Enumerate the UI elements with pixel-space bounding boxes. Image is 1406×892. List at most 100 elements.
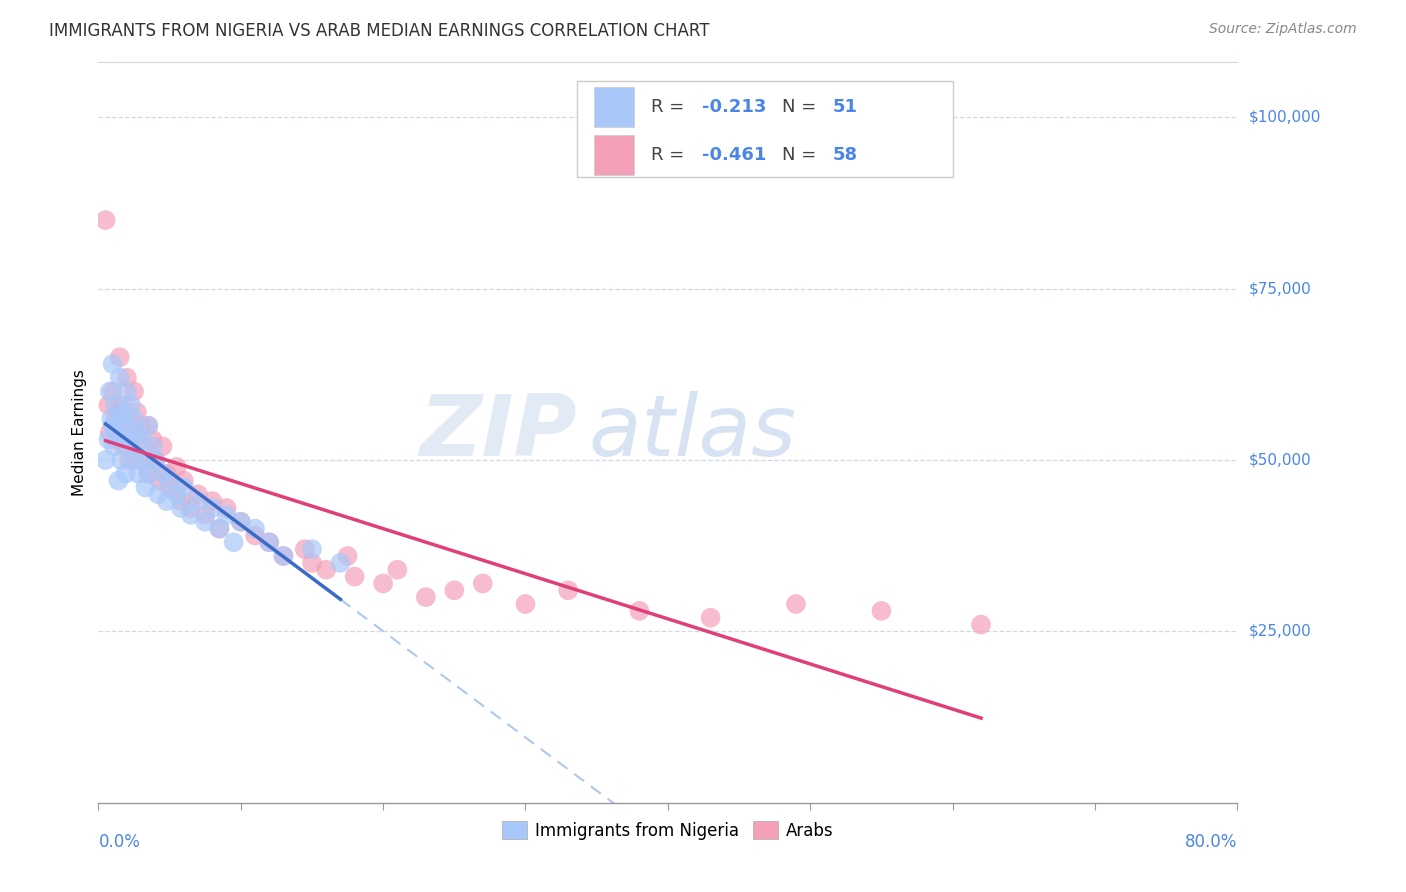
FancyBboxPatch shape — [593, 135, 634, 176]
Point — [194, 508, 217, 522]
Point — [229, 515, 252, 529]
Point — [104, 412, 127, 426]
Point — [101, 418, 124, 433]
Point — [115, 412, 138, 426]
Text: N =: N = — [782, 98, 821, 116]
Point — [122, 453, 145, 467]
Point — [127, 467, 149, 481]
Point — [145, 453, 167, 467]
Point — [159, 480, 181, 494]
Point — [100, 412, 122, 426]
Point — [104, 398, 127, 412]
Point — [125, 425, 148, 440]
Text: R =: R = — [651, 146, 690, 164]
Point — [152, 439, 174, 453]
Point — [136, 467, 159, 481]
Text: -0.213: -0.213 — [702, 98, 766, 116]
Point — [315, 563, 337, 577]
Text: $75,000: $75,000 — [1249, 281, 1312, 296]
Point — [107, 405, 129, 419]
Point — [301, 556, 323, 570]
Point — [108, 412, 131, 426]
Point — [173, 480, 195, 494]
Point — [336, 549, 359, 563]
Point — [785, 597, 807, 611]
Text: 0.0%: 0.0% — [98, 833, 141, 851]
Point — [215, 501, 238, 516]
Point — [108, 418, 131, 433]
Point — [515, 597, 537, 611]
Text: 80.0%: 80.0% — [1185, 833, 1237, 851]
Point — [208, 522, 231, 536]
Point — [243, 522, 266, 536]
Point — [129, 433, 152, 447]
Point — [120, 398, 142, 412]
Point — [194, 515, 217, 529]
Point — [273, 549, 295, 563]
Point — [215, 508, 238, 522]
Point — [201, 501, 224, 516]
Point — [107, 474, 129, 488]
Point — [170, 501, 193, 516]
Point — [343, 569, 366, 583]
Point — [222, 535, 245, 549]
Point — [471, 576, 494, 591]
Point — [118, 439, 141, 453]
Point — [259, 535, 281, 549]
Text: $25,000: $25,000 — [1249, 624, 1312, 639]
Point — [180, 508, 202, 522]
Point — [136, 418, 159, 433]
Point — [243, 528, 266, 542]
Point — [443, 583, 465, 598]
Point — [134, 480, 156, 494]
Point — [628, 604, 651, 618]
Point — [94, 213, 117, 227]
Point — [180, 501, 202, 516]
Point — [112, 405, 135, 419]
Point — [145, 453, 167, 467]
Text: Source: ZipAtlas.com: Source: ZipAtlas.com — [1209, 22, 1357, 37]
Point — [141, 439, 163, 453]
Point — [156, 467, 179, 481]
Point — [699, 610, 721, 624]
Text: -0.461: -0.461 — [702, 146, 766, 164]
Point — [105, 433, 128, 447]
Point — [166, 459, 188, 474]
Point — [273, 549, 295, 563]
Point — [294, 542, 316, 557]
Point — [111, 398, 134, 412]
Point — [110, 453, 132, 467]
Point — [129, 418, 152, 433]
Point — [152, 467, 174, 481]
Y-axis label: Median Earnings: Median Earnings — [72, 369, 87, 496]
Text: R =: R = — [651, 98, 690, 116]
FancyBboxPatch shape — [576, 81, 953, 178]
Text: 58: 58 — [832, 146, 858, 164]
Point — [122, 412, 145, 426]
Point — [201, 494, 224, 508]
Point — [108, 350, 131, 364]
Point — [101, 384, 124, 399]
Text: $100,000: $100,000 — [1249, 110, 1320, 125]
Point — [97, 398, 120, 412]
Point — [122, 384, 145, 399]
Text: atlas: atlas — [588, 391, 796, 475]
Point — [301, 542, 323, 557]
Point — [208, 522, 231, 536]
Point — [141, 433, 163, 447]
Point — [136, 467, 159, 481]
Text: IMMIGRANTS FROM NIGERIA VS ARAB MEDIAN EARNINGS CORRELATION CHART: IMMIGRANTS FROM NIGERIA VS ARAB MEDIAN E… — [49, 22, 710, 40]
Point — [329, 556, 352, 570]
Point — [94, 453, 117, 467]
Point — [148, 487, 170, 501]
Point — [97, 433, 120, 447]
Point — [373, 576, 395, 591]
Point — [166, 487, 188, 501]
Point — [170, 494, 193, 508]
Point — [387, 563, 409, 577]
Point — [108, 371, 131, 385]
Point — [129, 453, 152, 467]
Point — [970, 617, 993, 632]
Point — [105, 425, 128, 440]
Point — [259, 535, 281, 549]
